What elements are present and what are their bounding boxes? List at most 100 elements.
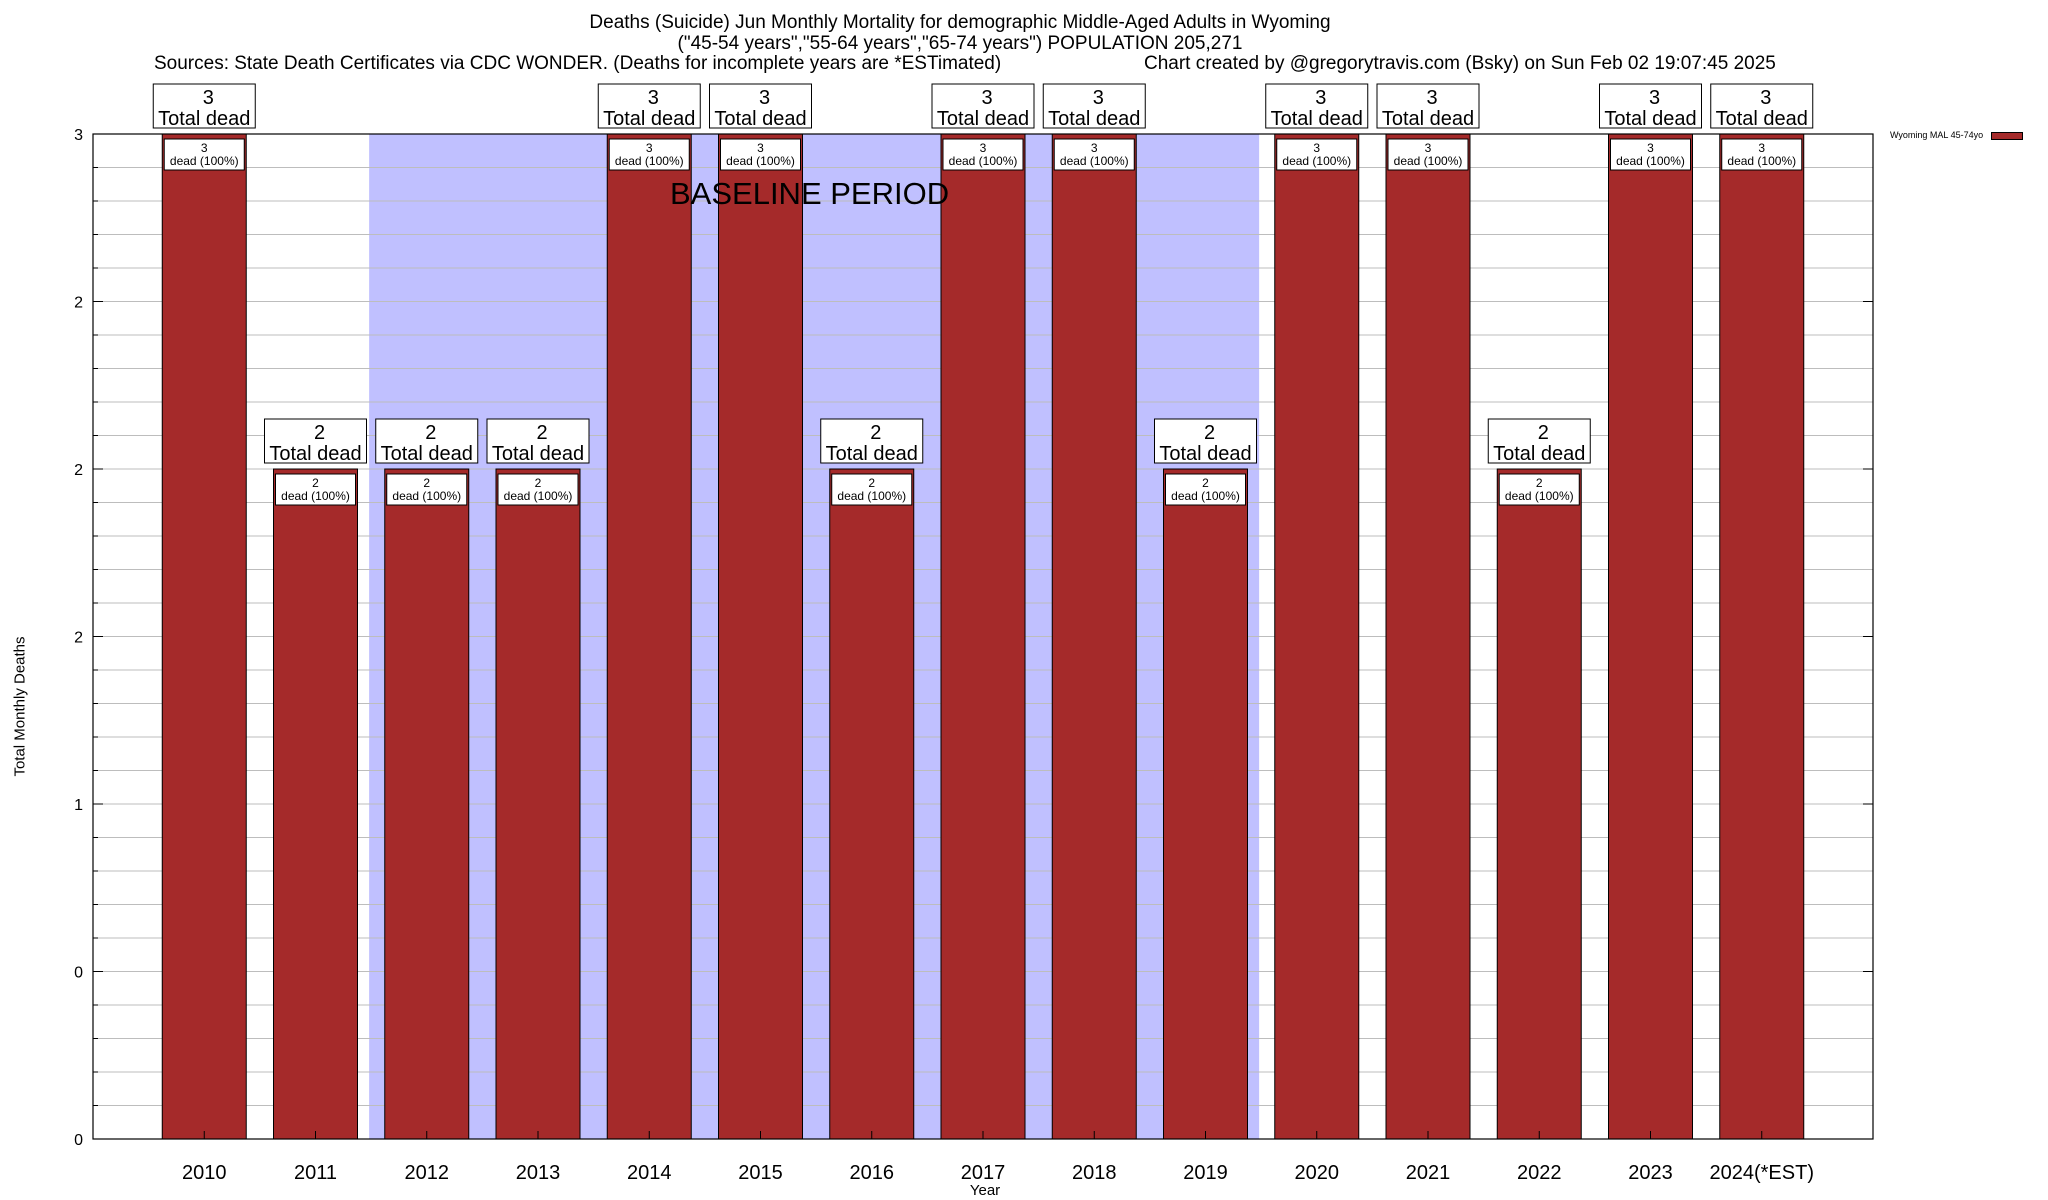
bar-inner-count: 2 [1536,476,1543,490]
x-tick-label: 2010 [182,1162,227,1184]
legend: Wyoming MAL 45-74yo [1890,130,2024,140]
bar [1385,133,1471,1140]
total-dead-text: Total dead [492,443,584,465]
x-tick-label: 2014 [627,1162,672,1184]
bar-inner-text: dead (100%) [1282,154,1351,168]
total-dead-count: 3 [203,87,214,109]
total-dead-text: Total dead [269,443,361,465]
total-dead-box [931,83,1035,129]
total-dead-text: Total dead [603,108,695,130]
chart-sources: Sources: State Death Certificates via CD… [154,53,1002,74]
bar-inner-box [497,473,579,506]
total-dead-box [597,83,701,129]
total-dead-text: Total dead [158,108,250,130]
bar [495,468,581,1140]
total-dead-text: Total dead [1159,443,1251,465]
bar [161,133,247,1140]
bar [940,133,1026,1140]
bar-inner-box [1276,138,1358,171]
bar-inner-text: dead (100%) [1394,154,1463,168]
total-dead-text: Total dead [1382,108,1474,130]
bar-inner-text: dead (100%) [949,154,1018,168]
x-tick-label: 2017 [961,1162,1006,1184]
total-dead-count: 3 [648,87,659,109]
total-dead-text: Total dead [1048,108,1140,130]
total-dead-box [1487,418,1591,464]
legend-swatch [1991,131,2024,140]
bar-inner-box [275,473,356,506]
x-tick-label: 2021 [1406,1162,1451,1184]
x-tick-label: 2022 [1517,1162,1562,1184]
x-tick-label: 2015 [738,1162,783,1184]
total-dead-count: 2 [425,422,436,444]
total-dead-count: 3 [759,87,770,109]
x-tick-label: 2023 [1628,1162,1673,1184]
bar [384,468,470,1140]
bar-inner-count: 3 [757,141,764,155]
total-dead-text: Total dead [1716,108,1808,130]
y-tick-label: 2 [74,630,83,647]
chart-title: Deaths (Suicide) Jun Monthly Mortality f… [589,12,1331,33]
bar-inner-box [1498,473,1580,506]
total-dead-count: 2 [536,422,547,444]
total-dead-box [1265,83,1369,129]
total-dead-box [1599,83,1702,129]
bar-inner-count: 2 [535,476,542,490]
bar-inner-box [1610,138,1691,171]
total-dead-box [709,83,812,129]
bar-inner-count: 2 [1202,476,1209,490]
total-dead-count: 2 [1204,422,1215,444]
bar-inner-box [1165,473,1246,506]
total-dead-count: 2 [314,422,325,444]
total-dead-box [1154,418,1257,464]
total-dead-box [1042,83,1146,129]
total-dead-box [264,418,367,464]
total-dead-box [1710,83,1814,129]
total-dead-count: 2 [1538,422,1549,444]
x-tick-label: 2016 [850,1162,895,1184]
bar-inner-box [831,473,913,506]
bar-inner-count: 2 [868,476,875,490]
total-dead-text: Total dead [826,443,918,465]
total-dead-text: Total dead [1604,108,1696,130]
x-tick-label: 2012 [405,1162,450,1184]
y-tick-label: 1 [74,797,83,814]
bar [718,133,803,1140]
y-tick-label: 2 [74,462,83,479]
total-dead-count: 3 [1649,87,1660,109]
bar [606,133,692,1140]
total-dead-box [1376,83,1480,129]
bar-inner-count: 3 [1758,141,1765,155]
bar-inner-count: 3 [1091,141,1098,155]
bar [829,468,915,1140]
bar-inner-box [608,138,690,171]
total-dead-box [152,83,256,129]
bar-inner-count: 3 [1425,141,1432,155]
chart-credit: Chart created by @gregorytravis.com (Bsk… [1144,53,1776,74]
y-tick-label: 3 [74,127,83,144]
bar-inner-box [1053,138,1135,171]
total-dead-count: 2 [870,422,881,444]
total-dead-count: 3 [1426,87,1437,109]
bar-inner-text: dead (100%) [1727,154,1796,168]
total-dead-box [486,418,590,464]
chart-subtitle: ("45-54 years","55-64 years","65-74 year… [677,33,1243,54]
